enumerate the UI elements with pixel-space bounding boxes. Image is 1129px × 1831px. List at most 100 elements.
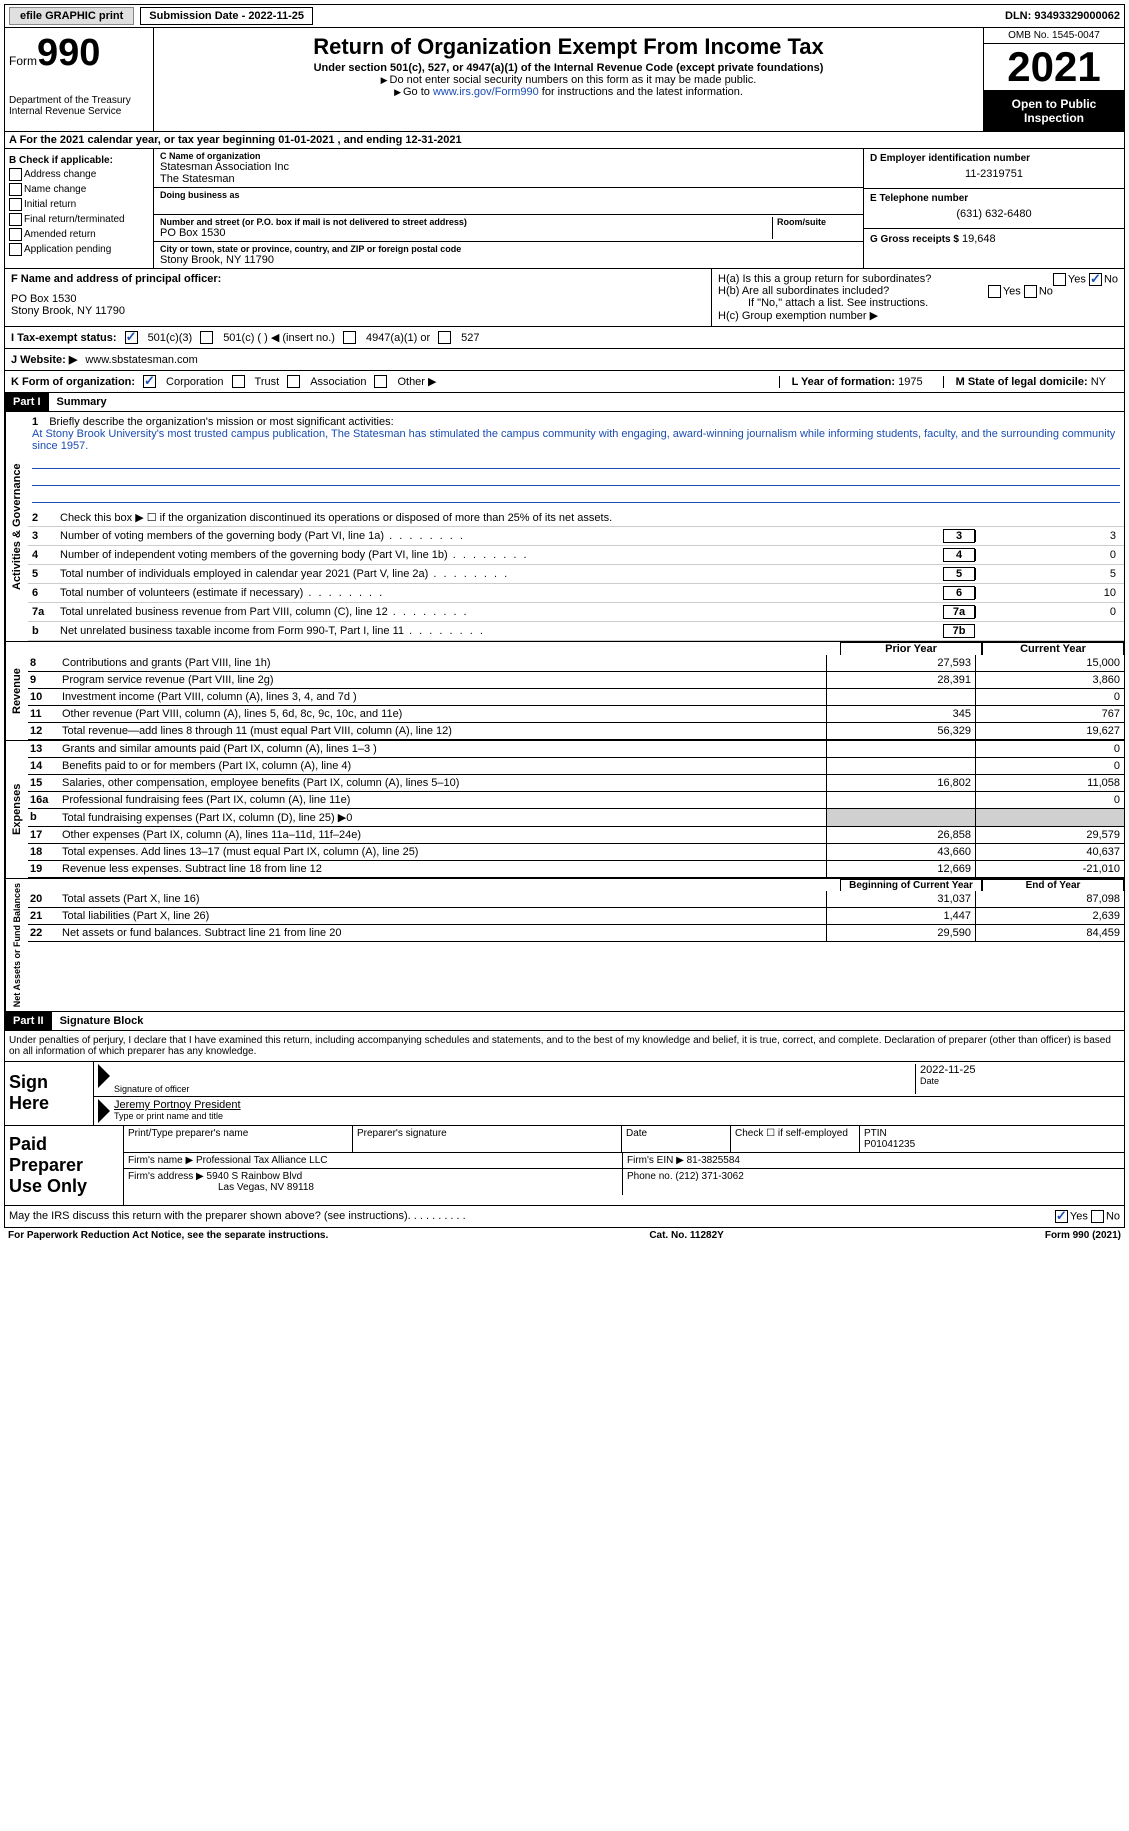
ha: H(a) Is this a group return for subordin… xyxy=(718,273,931,285)
submission-date: Submission Date - 2022-11-25 xyxy=(140,7,313,25)
top-bar: efile GRAPHIC print Submission Date - 20… xyxy=(4,4,1125,28)
data-row: 19Revenue less expenses. Subtract line 1… xyxy=(28,861,1124,878)
discuss-no[interactable] xyxy=(1091,1210,1104,1223)
gov-line: 7aTotal unrelated business revenue from … xyxy=(28,603,1124,622)
data-row: 12Total revenue—add lines 8 through 11 (… xyxy=(28,723,1124,740)
hb: H(b) Are all subordinates included? xyxy=(718,285,889,297)
form-label: Form xyxy=(9,54,37,68)
irs-link[interactable]: www.irs.gov/Form990 xyxy=(433,86,539,98)
hc: H(c) Group exemption number ▶ xyxy=(718,309,1118,322)
website-row: J Website: ▶ www.sbstatesman.com xyxy=(4,349,1125,371)
data-row: 16aProfessional fundraising fees (Part I… xyxy=(28,792,1124,809)
subtitle: Under section 501(c), 527, or 4947(a)(1)… xyxy=(162,62,975,74)
gov-line: 6Total number of volunteers (estimate if… xyxy=(28,584,1124,603)
part1-title: Part I Summary xyxy=(4,393,1125,412)
prep-date-label: Date xyxy=(622,1126,731,1152)
omb: OMB No. 1545-0047 xyxy=(984,28,1124,44)
check-501c[interactable] xyxy=(200,331,213,344)
tax-status-row: I Tax-exempt status: 501(c)(3) 501(c) ( … xyxy=(4,327,1125,349)
j-label: J Website: ▶ xyxy=(11,353,77,366)
check-other[interactable] xyxy=(374,375,387,388)
hb-no[interactable] xyxy=(1024,285,1037,298)
ptin: P01041235 xyxy=(864,1139,915,1150)
form-title: Return of Organization Exempt From Incom… xyxy=(162,34,975,60)
net-section: Net Assets or Fund Balances Beginning of… xyxy=(4,879,1125,1012)
check-501c3[interactable] xyxy=(125,331,138,344)
k-row: K Form of organization: Corporation Trus… xyxy=(4,371,1125,393)
data-row: 18Total expenses. Add lines 13–17 (must … xyxy=(28,844,1124,861)
website: www.sbstatesman.com xyxy=(85,354,197,366)
efile-button[interactable]: efile GRAPHIC print xyxy=(9,7,134,25)
dept: Department of the Treasury xyxy=(9,95,149,106)
city: Stony Brook, NY 11790 xyxy=(160,254,857,266)
name-label: C Name of organization xyxy=(160,151,857,161)
signature-block: Under penalties of perjury, I declare th… xyxy=(4,1031,1125,1126)
vert-governance: Activities & Governance xyxy=(5,412,28,641)
check-pending[interactable] xyxy=(9,243,22,256)
col-c: C Name of organization Statesman Associa… xyxy=(154,149,863,268)
note1: Do not enter social security numbers on … xyxy=(162,74,975,86)
ha-no[interactable] xyxy=(1089,273,1102,286)
gov-line: 5Total number of individuals employed in… xyxy=(28,565,1124,584)
vert-expenses: Expenses xyxy=(5,741,28,878)
data-row: 21Total liabilities (Part X, line 26) 1,… xyxy=(28,908,1124,925)
section-a: A For the 2021 calendar year, or tax yea… xyxy=(4,132,1125,149)
data-row: 9Program service revenue (Part VIII, lin… xyxy=(28,672,1124,689)
firm-ein: 81-3825584 xyxy=(687,1155,740,1166)
vert-revenue: Revenue xyxy=(5,642,28,740)
check-corp[interactable] xyxy=(143,375,156,388)
org-name1: Statesman Association Inc xyxy=(160,161,857,173)
footer-left: For Paperwork Reduction Act Notice, see … xyxy=(8,1230,328,1241)
check-address[interactable] xyxy=(9,168,22,181)
f-line2: Stony Brook, NY 11790 xyxy=(11,305,705,317)
discuss-yes[interactable] xyxy=(1055,1210,1068,1223)
check-527[interactable] xyxy=(438,331,451,344)
governance-section: Activities & Governance 1 Briefly descri… xyxy=(4,412,1125,642)
data-row: 8Contributions and grants (Part VIII, li… xyxy=(28,655,1124,672)
expenses-section: Expenses 13Grants and similar amounts pa… xyxy=(4,741,1125,879)
discuss-row: May the IRS discuss this return with the… xyxy=(4,1206,1125,1228)
fgh-row: F Name and address of principal officer:… xyxy=(4,269,1125,327)
check-final[interactable] xyxy=(9,213,22,226)
arrow-icon xyxy=(98,1099,110,1123)
prep-check-label: Check ☐ if self-employed xyxy=(731,1126,860,1152)
check-initial[interactable] xyxy=(9,198,22,211)
prep-name-label: Print/Type preparer's name xyxy=(124,1126,353,1152)
city-label: City or town, state or province, country… xyxy=(160,244,857,254)
gross-label: G Gross receipts $ xyxy=(870,234,959,245)
check-amended[interactable] xyxy=(9,228,22,241)
prep-sig-label: Preparer's signature xyxy=(353,1126,622,1152)
data-row: 17Other expenses (Part IX, column (A), l… xyxy=(28,827,1124,844)
check-name[interactable] xyxy=(9,183,22,196)
sig-officer-label: Signature of officer xyxy=(114,1084,915,1094)
check-trust[interactable] xyxy=(232,375,245,388)
k-label: K Form of organization: xyxy=(11,376,135,388)
f-line1: PO Box 1530 xyxy=(11,293,705,305)
declaration: Under penalties of perjury, I declare th… xyxy=(5,1031,1124,1061)
check-4947[interactable] xyxy=(343,331,356,344)
preparer-block: Paid Preparer Use Only Print/Type prepar… xyxy=(4,1126,1125,1206)
dln: DLN: 93493329000062 xyxy=(1005,10,1120,22)
col-b: B Check if applicable: Address change Na… xyxy=(5,149,154,268)
form-number: 990 xyxy=(37,32,100,74)
sign-here-label: Sign Here xyxy=(5,1062,94,1125)
address: PO Box 1530 xyxy=(160,227,772,239)
hb-yes[interactable] xyxy=(988,285,1001,298)
gov-line: bNet unrelated business taxable income f… xyxy=(28,622,1124,641)
vert-net: Net Assets or Fund Balances xyxy=(5,879,28,1011)
state-domicile: NY xyxy=(1091,376,1106,388)
firm-phone: (212) 371-3062 xyxy=(675,1171,743,1182)
gov-line: 3Number of voting members of the governi… xyxy=(28,527,1124,546)
arrow-icon xyxy=(98,1064,110,1088)
current-year-header: Current Year xyxy=(982,642,1124,655)
sign-date: 2022-11-25 xyxy=(920,1064,1120,1076)
year-formation: 1975 xyxy=(898,376,922,388)
data-row: 15Salaries, other compensation, employee… xyxy=(28,775,1124,792)
end-year-header: End of Year xyxy=(982,879,1124,891)
ha-yes[interactable] xyxy=(1053,273,1066,286)
check-assoc[interactable] xyxy=(287,375,300,388)
irs: Internal Revenue Service xyxy=(9,106,149,117)
mission-text: At Stony Brook University's most trusted… xyxy=(32,428,1115,452)
gov-line: 4Number of independent voting members of… xyxy=(28,546,1124,565)
footer-right: Form 990 (2021) xyxy=(1045,1230,1121,1241)
